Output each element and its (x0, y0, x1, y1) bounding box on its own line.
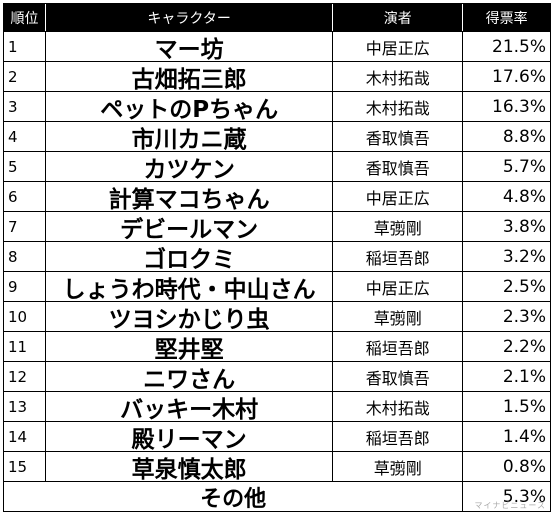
actor-cell: 草彅剛 (333, 302, 464, 331)
header-rate: 得票率 (463, 4, 551, 31)
header-rank: 順位 (4, 4, 46, 31)
rank-cell: 13 (4, 392, 46, 421)
other-rate-cell: 5.3% マイナビニュース (463, 482, 551, 511)
table-header-row: 順位 キャラクター 演者 得票率 (4, 4, 551, 32)
rank-cell: 11 (4, 332, 46, 361)
rate-cell: 1.4% (463, 422, 552, 451)
actor-cell: 中居正広 (333, 182, 464, 211)
table-row: 1 マー坊 中居正広 21.5% (4, 32, 552, 62)
rate-cell: 3.8% (463, 212, 552, 241)
rate-cell: 2.5% (463, 272, 552, 301)
rank-cell: 3 (4, 92, 46, 121)
ranking-table: 順位 キャラクター 演者 得票率 1 マー坊 中居正広 21.5% 2 古畑拓三郎 木村拓哉… (3, 3, 552, 512)
table-row: 9 しょうわ時代・中山さん 中居正広 2.5% (4, 272, 552, 302)
table-row: 7 デビールマン 草彅剛 3.8% (4, 212, 552, 242)
character-cell: バッキー木村 (46, 392, 334, 421)
other-row: その他 5.3% マイナビニュース (4, 482, 551, 512)
table-row: 11 堅井堅 稲垣吾郎 2.2% (4, 332, 552, 362)
actor-cell: 香取慎吾 (333, 362, 464, 391)
character-cell: 堅井堅 (46, 332, 334, 361)
character-cell: デビールマン (46, 212, 334, 241)
rate-cell: 21.5% (463, 32, 552, 61)
other-label: その他 (4, 482, 464, 511)
header-character: キャラクター (46, 4, 334, 31)
character-cell: 殿リーマン (46, 422, 334, 451)
actor-cell: 香取慎吾 (333, 152, 464, 181)
rank-cell: 7 (4, 212, 46, 241)
rate-cell: 3.2% (463, 242, 552, 271)
character-cell: カツケン (46, 152, 334, 181)
table-row: 13 バッキー木村 木村拓哉 1.5% (4, 392, 552, 422)
table-row: 2 古畑拓三郎 木村拓哉 17.6% (4, 62, 552, 92)
rank-cell: 6 (4, 182, 46, 211)
rate-cell: 0.8% (463, 452, 552, 481)
watermark: マイナビニュース (474, 501, 546, 510)
actor-cell: 木村拓哉 (333, 62, 464, 91)
actor-cell: 中居正広 (333, 32, 464, 61)
table-body: 1 マー坊 中居正広 21.5% 2 古畑拓三郎 木村拓哉 17.6% 3 ペットのPちゃん 木村拓… (4, 32, 552, 482)
actor-cell: 草彅剛 (333, 452, 464, 481)
character-cell: 計算マコちゃん (46, 182, 334, 211)
table-row: 10 ツヨシかじり虫 草彅剛 2.3% (4, 302, 552, 332)
character-cell: 市川カニ蔵 (46, 122, 334, 151)
rank-cell: 12 (4, 362, 46, 391)
other-rate: 5.3% (502, 486, 546, 507)
character-cell: マー坊 (46, 32, 334, 61)
character-cell: ゴロクミ (46, 242, 334, 271)
rate-cell: 5.7% (463, 152, 552, 181)
rate-cell: 17.6% (463, 62, 552, 91)
table-row: 5 カツケン 香取慎吾 5.7% (4, 152, 552, 182)
rate-cell: 2.3% (463, 302, 552, 331)
table-row: 15 草泉慎太郎 草彅剛 0.8% (4, 452, 552, 482)
rank-cell: 15 (4, 452, 46, 481)
actor-cell: 稲垣吾郎 (333, 332, 464, 361)
actor-cell: 木村拓哉 (333, 92, 464, 121)
character-cell: 古畑拓三郎 (46, 62, 334, 91)
rate-cell: 2.2% (463, 332, 552, 361)
character-cell: しょうわ時代・中山さん (46, 272, 334, 301)
rank-cell: 2 (4, 62, 46, 91)
rate-cell: 2.1% (463, 362, 552, 391)
rank-cell: 5 (4, 152, 46, 181)
table-row: 6 計算マコちゃん 中居正広 4.8% (4, 182, 552, 212)
table-row: 4 市川カニ蔵 香取慎吾 8.8% (4, 122, 552, 152)
table-row: 12 ニワさん 香取慎吾 2.1% (4, 362, 552, 392)
actor-cell: 稲垣吾郎 (333, 242, 464, 271)
table-row: 14 殿リーマン 稲垣吾郎 1.4% (4, 422, 552, 452)
table-row: 8 ゴロクミ 稲垣吾郎 3.2% (4, 242, 552, 272)
character-cell: ニワさん (46, 362, 334, 391)
actor-cell: 稲垣吾郎 (333, 422, 464, 451)
rate-cell: 16.3% (463, 92, 552, 121)
character-cell: ツヨシかじり虫 (46, 302, 334, 331)
rate-cell: 4.8% (463, 182, 552, 211)
rank-cell: 1 (4, 32, 46, 61)
rate-cell: 1.5% (463, 392, 552, 421)
character-cell: ペットのPちゃん (46, 92, 334, 121)
actor-cell: 香取慎吾 (333, 122, 464, 151)
rate-cell: 8.8% (463, 122, 552, 151)
rank-cell: 14 (4, 422, 46, 451)
actor-cell: 草彅剛 (333, 212, 464, 241)
rank-cell: 4 (4, 122, 46, 151)
actor-cell: 中居正広 (333, 272, 464, 301)
actor-cell: 木村拓哉 (333, 392, 464, 421)
rank-cell: 10 (4, 302, 46, 331)
rank-cell: 8 (4, 242, 46, 271)
rank-cell: 9 (4, 272, 46, 301)
table-row: 3 ペットのPちゃん 木村拓哉 16.3% (4, 92, 552, 122)
character-cell: 草泉慎太郎 (46, 452, 334, 481)
header-actor: 演者 (333, 4, 464, 31)
